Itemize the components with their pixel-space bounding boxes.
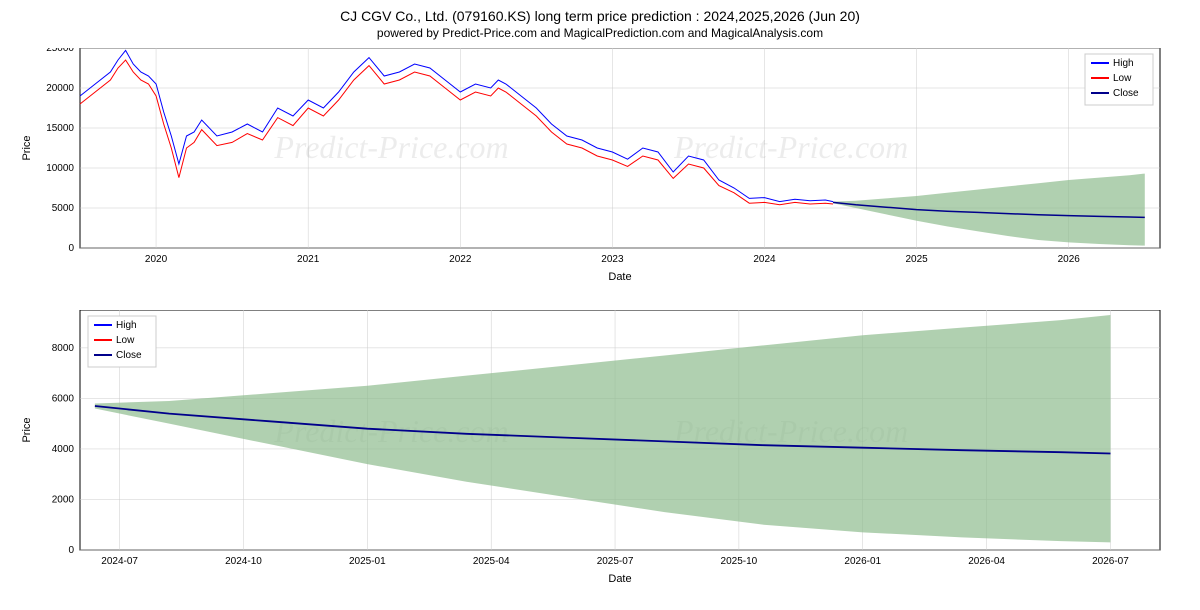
x-tick-label: 2024 [753, 254, 776, 265]
y-tick-label: 15000 [46, 123, 74, 134]
watermark: Predict-Price.com [273, 129, 508, 165]
y-tick-label: 0 [68, 243, 74, 254]
x-axis-label: Date [608, 271, 631, 283]
x-tick-label: 2026-01 [844, 556, 881, 567]
y-tick-label: 20000 [46, 83, 74, 94]
x-tick-label: 2022 [449, 254, 472, 265]
y-tick-label: 2000 [52, 494, 75, 505]
x-tick-label: 2026-04 [968, 556, 1005, 567]
y-tick-label: 8000 [52, 343, 75, 354]
x-tick-label: 2026 [1058, 254, 1081, 265]
legend-label: Close [116, 350, 142, 361]
chart-container: CJ CGV Co., Ltd. (079160.KS) long term p… [0, 0, 1200, 600]
watermark: Predict-Price.com [673, 129, 908, 165]
x-tick-label: 2024-10 [225, 556, 262, 567]
top-chart: 0 5000 10000 15000 20000 25000 2020 2021 2022 202… [0, 48, 1200, 308]
y-tick-label: 0 [68, 545, 74, 556]
legend-label: Close [1113, 88, 1139, 99]
x-tick-label: 2025-01 [349, 556, 386, 567]
y-axis-label: Price [21, 135, 33, 160]
bottom-chart: 0 2000 4000 6000 8000 2024-07 2024-10 2025-01 20… [0, 310, 1200, 610]
x-tick-label: 2025-10 [721, 556, 758, 567]
x-tick-label: 2025 [905, 254, 928, 265]
x-axis-label: Date [608, 573, 631, 585]
y-tick-label: 10000 [46, 163, 74, 174]
legend-label: High [1113, 58, 1134, 69]
x-tick-label: 2020 [145, 254, 168, 265]
x-tick-label: 2021 [297, 254, 320, 265]
legend-label: Low [1113, 73, 1132, 84]
y-tick-label: 25000 [46, 48, 74, 54]
x-tick-label: 2024-07 [101, 556, 138, 567]
x-tick-label: 2023 [601, 254, 624, 265]
y-axis-label: Price [21, 417, 33, 442]
chart-title: CJ CGV Co., Ltd. (079160.KS) long term p… [0, 0, 1200, 24]
legend-label: High [116, 320, 137, 331]
x-tick-label: 2025-07 [597, 556, 634, 567]
legend-label: Low [116, 335, 135, 346]
x-tick-label: 2025-04 [473, 556, 510, 567]
y-tick-label: 6000 [52, 393, 75, 404]
y-tick-label: 4000 [52, 444, 75, 455]
chart-subtitle: powered by Predict-Price.com and Magical… [0, 24, 1200, 44]
y-tick-label: 5000 [52, 203, 75, 214]
x-tick-label: 2026-07 [1092, 556, 1129, 567]
